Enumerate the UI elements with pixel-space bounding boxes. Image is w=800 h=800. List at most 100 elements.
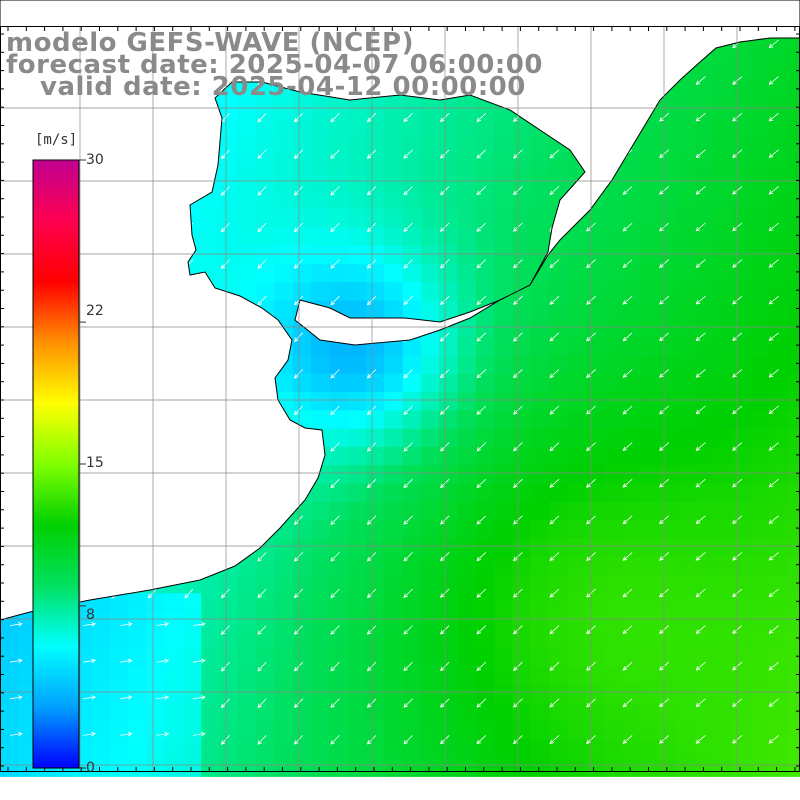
wind-speed-cell [420, 483, 440, 503]
wind-speed-cell [530, 209, 550, 228]
wind-speed-cell [164, 721, 184, 741]
wind-speed-cell [677, 99, 696, 119]
wind-speed-cell [347, 190, 367, 210]
wind-speed-cell [585, 318, 605, 338]
wind-speed-cell [585, 337, 605, 356]
wind-speed-cell [457, 245, 477, 265]
wind-speed-cell [640, 684, 660, 704]
wind-speed-cell [347, 758, 367, 777]
wind-arrow [330, 405, 340, 416]
wind-speed-cell [695, 666, 715, 686]
wind-speed-cell [750, 227, 770, 247]
wind-speed-cell [585, 666, 605, 686]
wind-speed-cell [603, 758, 623, 777]
wind-speed-cell [457, 337, 477, 356]
wind-speed-cell [768, 355, 788, 375]
wind-speed-cell [695, 629, 715, 649]
wind-arrow [476, 222, 487, 232]
wind-speed-cell [347, 501, 367, 521]
wind-speed-cell [567, 392, 587, 411]
wind-speed-cell [402, 629, 422, 649]
wind-arrow [83, 695, 96, 700]
colorbar-tick-8: 8 [86, 607, 95, 623]
wind-speed-cell [695, 758, 715, 777]
wind-speed-cell [311, 483, 330, 503]
wind-speed-cell [695, 245, 715, 265]
wind-arrow [695, 588, 706, 598]
wind-speed-cell [713, 135, 733, 155]
wind-speed-cell [786, 337, 800, 356]
wind-speed-cell [658, 190, 678, 210]
wind-speed-cell [366, 684, 385, 704]
wind-speed-cell [292, 520, 312, 539]
wind-speed-cell [237, 593, 257, 613]
wind-speed-cell [750, 209, 770, 228]
wind-speed-cell [311, 520, 330, 539]
wind-arrow [732, 149, 743, 159]
wind-arrow [695, 295, 706, 305]
wind-speed-cell [530, 538, 550, 558]
wind-arrow [768, 661, 779, 671]
wind-speed-cell [530, 758, 550, 777]
wind-speed-cell [402, 684, 422, 704]
wind-arrow [622, 515, 633, 525]
wind-speed-cell [768, 428, 788, 448]
wind-speed-cell [585, 227, 605, 247]
wind-speed-cell [164, 666, 184, 686]
wind-speed-cell [677, 209, 696, 228]
wind-speed-cell [475, 410, 495, 430]
wind-speed-cell [109, 593, 129, 613]
wind-arrow [732, 588, 743, 598]
wind-speed-cell [768, 465, 788, 485]
wind-arrow [622, 186, 633, 195]
wind-arrow [330, 698, 340, 709]
wind-speed-cell [18, 611, 38, 631]
wind-speed-cell [658, 227, 678, 247]
wind-speed-cell [420, 611, 440, 631]
wind-speed-cell [786, 99, 800, 119]
wind-speed-cell [732, 758, 751, 777]
wind-speed-cell [640, 629, 660, 649]
wind-speed-cell [786, 428, 800, 448]
wind-speed-cell [329, 99, 349, 119]
wind-arrow [403, 515, 413, 525]
wind-speed-cell [512, 300, 532, 320]
wind-speed-cell [109, 629, 129, 649]
wind-speed-cell [439, 263, 459, 283]
wind-speed-cell [420, 337, 440, 356]
wind-speed-cell [786, 501, 800, 521]
wind-speed-cell [750, 117, 770, 137]
wind-speed-cell [677, 337, 696, 356]
wind-speed-cell [695, 172, 715, 192]
wind-arrow [695, 405, 706, 415]
wind-speed-cell [256, 117, 276, 137]
wind-speed-cell [256, 593, 276, 613]
wind-speed-cell [603, 337, 623, 356]
wind-arrow [768, 515, 779, 524]
wind-speed-cell [695, 318, 715, 338]
wind-speed-cell [585, 629, 605, 649]
wind-speed-cell [384, 172, 404, 192]
wind-speed-cell [658, 154, 678, 173]
wind-speed-cell [622, 739, 642, 759]
wind-speed-cell [768, 611, 788, 631]
wind-speed-cell [750, 392, 770, 411]
wind-speed-cell [494, 666, 513, 686]
wind-speed-cell [475, 135, 495, 155]
wind-speed-cell [439, 593, 459, 613]
wind-arrow [622, 698, 633, 708]
wind-speed-cell [494, 446, 513, 466]
wind-speed-cell [549, 739, 568, 759]
wind-speed-cell [274, 172, 294, 192]
wind-speed-cell [658, 337, 678, 356]
wind-speed-cell [420, 282, 440, 302]
wind-speed-cell [603, 282, 623, 302]
wind-speed-cell [311, 666, 330, 686]
wind-arrow [732, 186, 743, 195]
wind-speed-cell [475, 501, 495, 521]
wind-speed-cell [640, 410, 660, 430]
wind-speed-cell [475, 556, 495, 576]
wind-speed-cell [256, 648, 276, 668]
wind-speed-cell [311, 190, 330, 210]
wind-speed-cell [549, 355, 568, 375]
